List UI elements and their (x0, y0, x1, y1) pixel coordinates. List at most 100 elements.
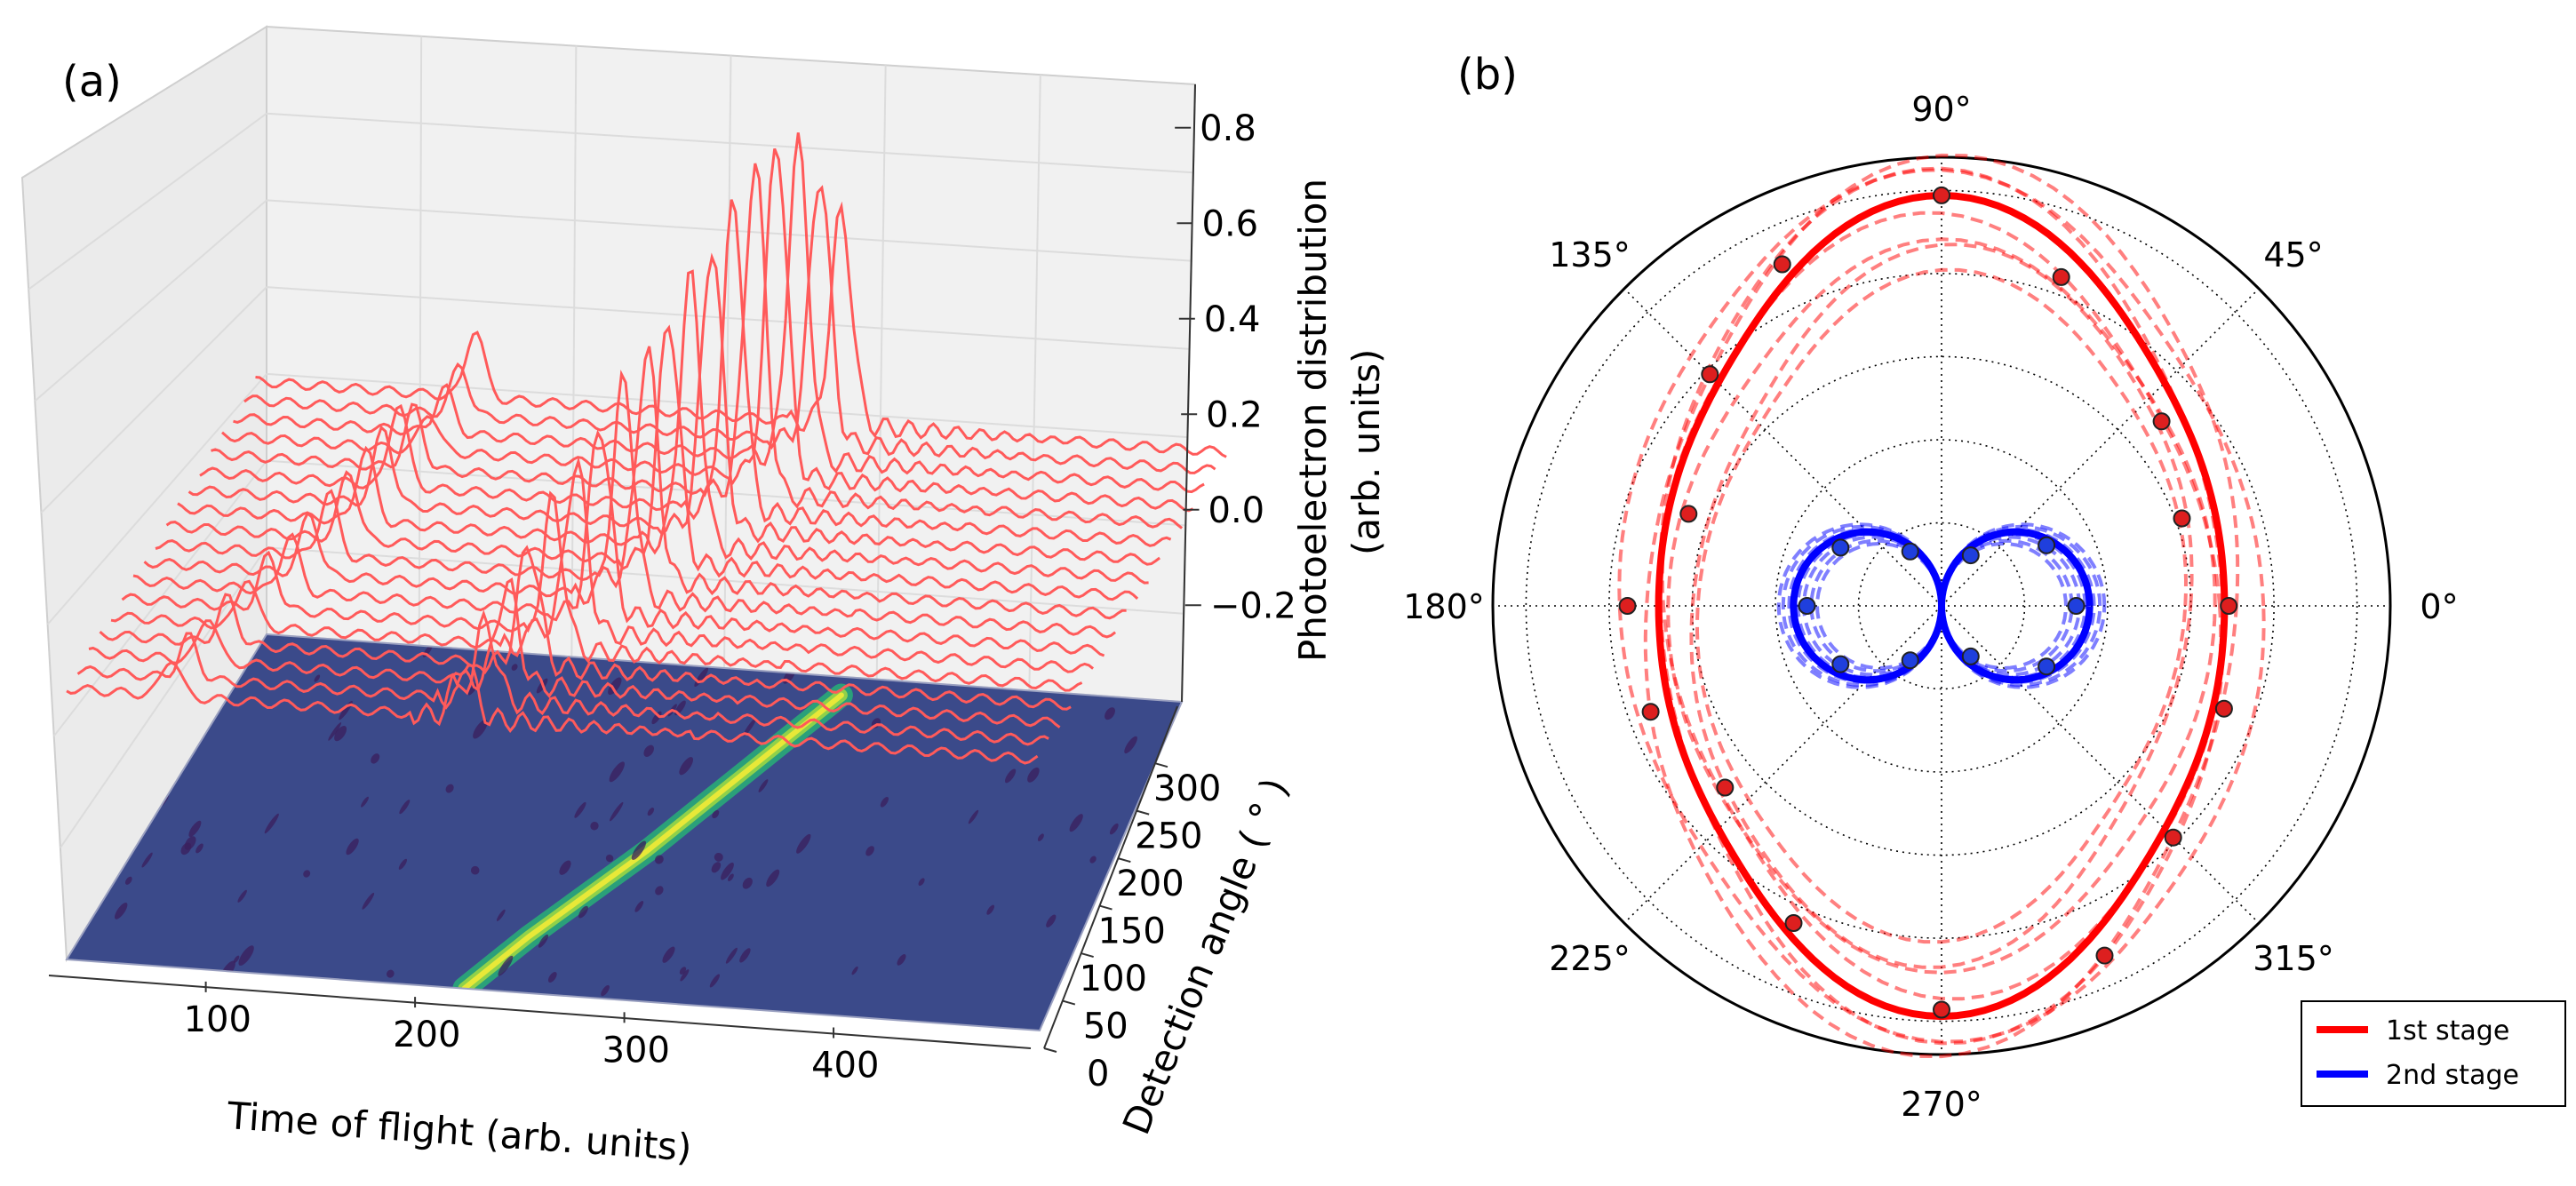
floor-speck (386, 969, 395, 978)
polar-data-point (2152, 412, 2171, 431)
waterfall-trace (233, 132, 1205, 494)
floor-speck (195, 843, 203, 854)
floor-speck (590, 821, 599, 831)
floor-speck (897, 954, 906, 966)
z-tick-label: 0.2 (1206, 394, 1263, 435)
floor-speck (680, 969, 690, 982)
y-tick-mark (1118, 857, 1131, 864)
floor-speck (608, 677, 622, 696)
y-tick-label: 150 (1098, 911, 1166, 952)
angle-tick-label: 270° (1901, 1085, 1982, 1124)
floor-speck (264, 813, 279, 834)
floor-speck (1027, 767, 1040, 783)
polar-grid-spoke (1623, 605, 1942, 924)
floor-contour-marks (115, 644, 1137, 1000)
floor-speck (721, 862, 734, 880)
floor-speck (346, 838, 359, 856)
panel-b-label: (b) (1457, 50, 1518, 99)
z-tick-label: −0.2 (1210, 585, 1296, 626)
x-tick-label: 400 (811, 1046, 879, 1087)
floor-speck (711, 862, 722, 873)
polar-data-point (2173, 509, 2191, 528)
floor-speck (631, 840, 647, 860)
waterfall-trace (132, 429, 1105, 657)
waterfall-trace (76, 609, 1049, 746)
wall-grid-line (60, 546, 267, 848)
z-axis-line (1181, 84, 1196, 703)
z-tick-labels: −0.2 0.0 0.2 0.4 0.6 0.8 (1175, 108, 1296, 626)
legend: 1st stage 2nd stage (2301, 1000, 2566, 1107)
floor-speck (766, 869, 780, 888)
polar-variant-curve (1776, 522, 2107, 689)
floor-speck (188, 820, 202, 838)
floor-speck (758, 779, 769, 792)
waterfall-trace (99, 545, 1072, 711)
floor-speck (986, 904, 995, 915)
floor-speck (559, 860, 571, 875)
floor-speck (538, 934, 549, 948)
floor-speck (467, 682, 478, 696)
y-tick-label: 200 (1116, 864, 1184, 904)
floor-speck (968, 809, 979, 824)
floor-speck (605, 854, 614, 863)
waterfall-trace (88, 577, 1061, 728)
floor-speck (1105, 707, 1115, 720)
floor-speck (1005, 768, 1017, 784)
polar-data-point (1618, 597, 1637, 615)
floor-speck (574, 801, 586, 818)
x-tick-label: 200 (393, 1015, 460, 1055)
z-axis-label-line2: (arb. units) (1344, 349, 1388, 555)
wall-grid-line (266, 286, 1190, 350)
floor-speck (445, 784, 454, 793)
x-axis-line (48, 975, 1032, 1049)
polar-data-point (2067, 597, 2086, 615)
polar-variant-curve (1689, 243, 2194, 969)
y-tick-label: 0 (1087, 1054, 1109, 1094)
floor-speck (498, 955, 514, 976)
wall-grid-line (570, 45, 578, 657)
z-tick-label: 0.6 (1202, 203, 1259, 244)
polar-data-point (1701, 365, 1719, 384)
y-tick-mark (1136, 809, 1150, 816)
legend-label-2nd: 2nd stage (2386, 1060, 2519, 1091)
floor-speck (238, 945, 254, 966)
floor-speck (609, 761, 625, 783)
floor-speck (647, 808, 655, 816)
wall-grid-line (40, 286, 267, 513)
waterfall-trace (165, 324, 1139, 601)
floor-speck (470, 865, 480, 875)
polar-variant-curve (1666, 237, 2217, 975)
z-axis-label-line1: Photoelectron distribution (1291, 179, 1335, 662)
waterfall-trace (110, 490, 1083, 692)
floor-speck (1037, 833, 1044, 841)
wall-grid-line (418, 36, 423, 646)
floor-speck (398, 858, 408, 870)
floor-speck (578, 905, 588, 919)
floor-speck (362, 892, 375, 910)
angle-tick-label: 135° (1549, 235, 1631, 275)
polar-variant-curve (1643, 153, 2240, 1059)
y-tick-mark (1099, 904, 1113, 911)
floor-speck (655, 886, 664, 895)
polar-data-point (1784, 914, 1803, 932)
polar-variant-curve (1660, 211, 2223, 1001)
y-tick-mark (1062, 999, 1076, 1006)
polar-data-point (1798, 597, 1816, 615)
x-tick-label: 300 (602, 1030, 670, 1071)
floor-speck (314, 674, 321, 682)
waterfall-trace (143, 370, 1117, 639)
polar-data-point (1901, 542, 1919, 561)
floor-speck (328, 722, 342, 741)
floor-speck (725, 947, 738, 964)
polar-data-point (1641, 703, 1660, 721)
floor-speck (655, 855, 664, 864)
angle-tick-label: 90° (1911, 90, 1971, 129)
angle-tick-label: 180° (1403, 587, 1485, 626)
polar-data-point (2095, 946, 2114, 965)
angle-tick-labels: 0° 45° 90° 135° 180° 225° 270° 315° (1403, 90, 2458, 1124)
floor-speck (180, 842, 192, 856)
floor-speck (1069, 814, 1083, 832)
floor-speck (712, 809, 720, 819)
angle-tick-label: 315° (2253, 939, 2334, 978)
